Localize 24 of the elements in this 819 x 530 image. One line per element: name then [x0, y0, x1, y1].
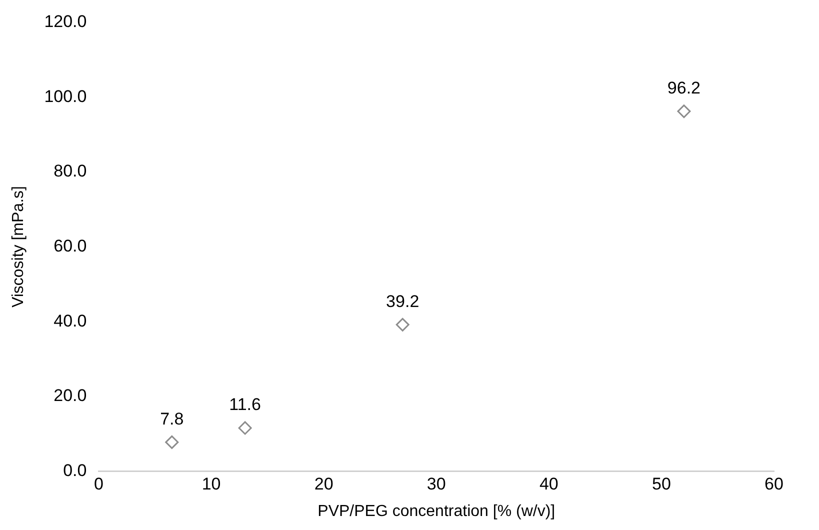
y-tick-label: 80.0: [54, 162, 87, 181]
point: [677, 104, 691, 118]
point: [396, 318, 410, 332]
data-label: 96.2: [667, 78, 701, 98]
y-tick-label: 0.0: [63, 461, 87, 480]
data-label: 39.2: [386, 292, 420, 311]
x-tick-label: 10: [202, 474, 221, 494]
point: [238, 421, 252, 435]
y-tick-label: 100.0: [44, 86, 87, 106]
x-tick-label: 60: [764, 474, 784, 494]
y-axis-title: Viscosity [mPa.s]: [10, 186, 28, 308]
x-tick-label: 20: [314, 474, 334, 494]
y-tick-label: 40.0: [54, 311, 87, 330]
x-tick-label: 40: [539, 474, 558, 494]
y-tick-label: 120.0: [44, 12, 87, 31]
point: [165, 435, 179, 449]
data-label: 11.6: [229, 395, 261, 414]
x-tick-label: 30: [426, 474, 446, 494]
y-tick-label: 60.0: [54, 236, 87, 256]
data-label: 7.8: [160, 409, 184, 428]
x-tick-label: 0: [94, 474, 104, 494]
x-tick-label: 50: [652, 474, 671, 494]
y-tick-label: 20.0: [54, 386, 87, 406]
x-axis-title: PVP/PEG concentration [% (w/v)]: [318, 502, 556, 520]
